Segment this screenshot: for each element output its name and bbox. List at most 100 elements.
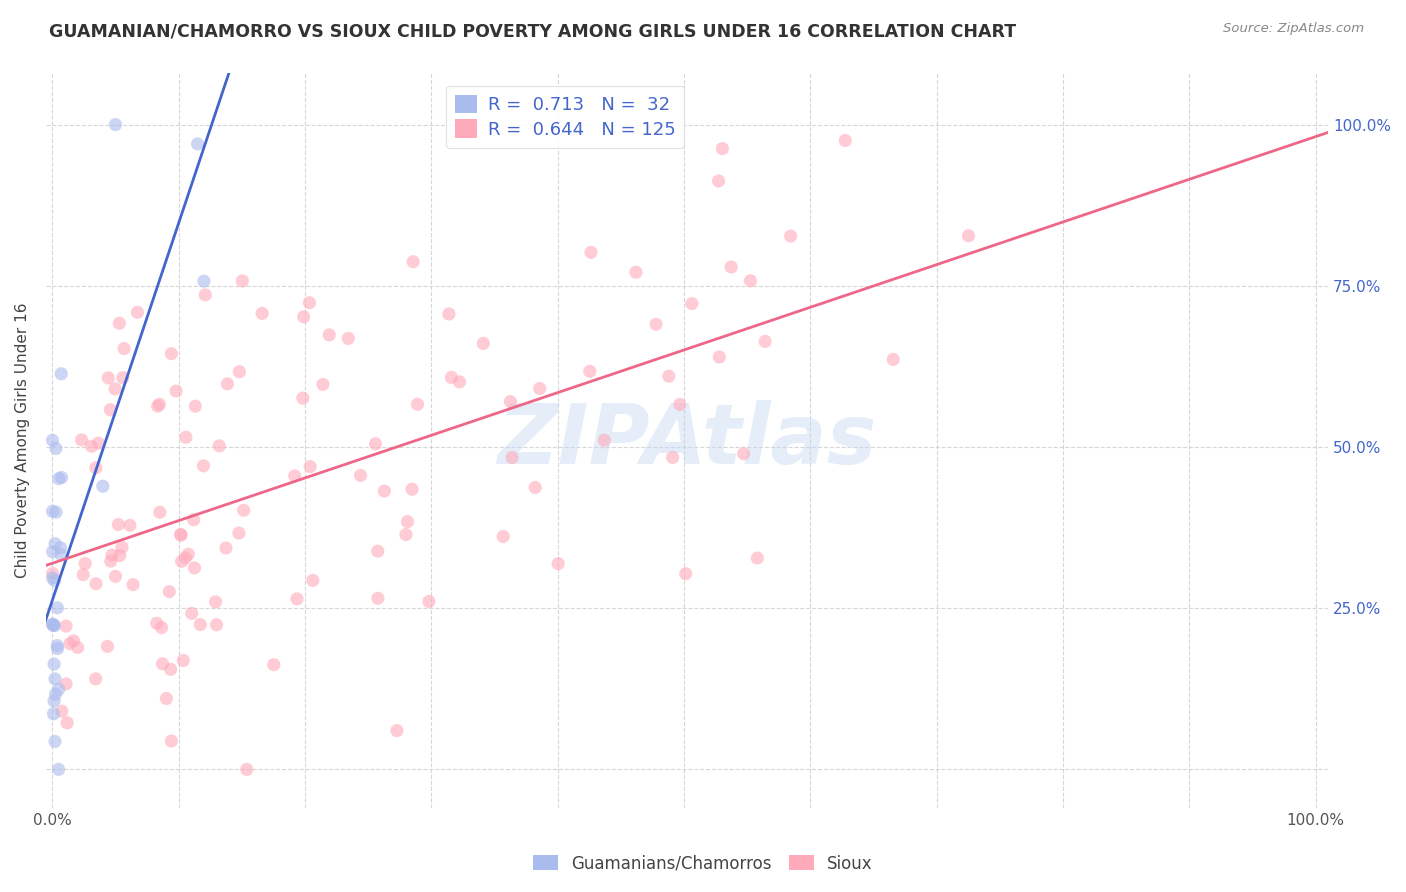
- Legend: Guamanians/Chamorros, Sioux: Guamanians/Chamorros, Sioux: [527, 848, 879, 880]
- Text: ZIPAtlas: ZIPAtlas: [498, 400, 877, 481]
- Point: [97, 371, 120, 385]
- Point: [55, 677, 77, 691]
- Point: [285, 591, 308, 606]
- Point: [183, 561, 205, 575]
- Point: [101, 548, 124, 562]
- Point: [41, 504, 63, 518]
- Point: [42, 706, 65, 721]
- Point: [41, 571, 63, 585]
- Point: [183, 513, 205, 527]
- Point: [228, 365, 250, 379]
- Point: [42, 657, 65, 672]
- Point: [472, 336, 495, 351]
- Point: [145, 616, 167, 631]
- Point: [720, 260, 742, 274]
- Point: [100, 554, 122, 568]
- Point: [44, 574, 66, 588]
- Point: [160, 734, 183, 748]
- Point: [56, 715, 79, 730]
- Point: [779, 229, 801, 244]
- Point: [62, 633, 84, 648]
- Point: [112, 342, 135, 356]
- Point: [48, 682, 70, 697]
- Point: [44, 734, 66, 748]
- Point: [318, 327, 340, 342]
- Point: [98, 402, 121, 417]
- Point: [284, 469, 307, 483]
- Point: [48, 472, 70, 486]
- Point: [675, 566, 697, 581]
- Point: [42, 617, 65, 632]
- Point: [492, 529, 515, 543]
- Point: [122, 577, 145, 591]
- Point: [449, 375, 471, 389]
- Point: [463, 118, 485, 132]
- Point: [104, 118, 127, 132]
- Point: [402, 254, 425, 268]
- Point: [624, 265, 647, 279]
- Point: [440, 370, 463, 384]
- Point: [231, 274, 253, 288]
- Point: [292, 310, 315, 324]
- Point: [709, 350, 731, 364]
- Point: [228, 526, 250, 541]
- Point: [217, 376, 239, 391]
- Point: [165, 384, 187, 398]
- Point: [44, 536, 66, 550]
- Point: [46, 600, 69, 615]
- Point: [205, 617, 228, 632]
- Point: [49, 541, 72, 555]
- Point: [236, 763, 259, 777]
- Point: [45, 442, 67, 456]
- Point: [44, 687, 66, 701]
- Point: [146, 399, 169, 413]
- Point: [42, 694, 65, 708]
- Point: [193, 458, 215, 473]
- Point: [55, 619, 77, 633]
- Point: [499, 394, 522, 409]
- Point: [45, 505, 67, 519]
- Point: [754, 334, 776, 349]
- Point: [658, 369, 681, 384]
- Point: [291, 391, 314, 405]
- Point: [157, 584, 180, 599]
- Point: [170, 528, 193, 542]
- Point: [155, 691, 177, 706]
- Point: [406, 397, 429, 411]
- Point: [80, 439, 103, 453]
- Point: [661, 450, 683, 465]
- Point: [418, 594, 440, 608]
- Point: [367, 591, 389, 606]
- Legend: R =  0.713   N =  32, R =  0.644   N = 125: R = 0.713 N = 32, R = 0.644 N = 125: [446, 86, 685, 148]
- Point: [41, 566, 63, 581]
- Text: GUAMANIAN/CHAMORRO VS SIOUX CHILD POVERTY AMONG GIRLS UNDER 16 CORRELATION CHART: GUAMANIAN/CHAMORRO VS SIOUX CHILD POVERT…: [49, 22, 1017, 40]
- Point: [49, 548, 72, 562]
- Point: [187, 136, 209, 151]
- Point: [882, 352, 904, 367]
- Point: [46, 639, 69, 653]
- Point: [84, 672, 107, 686]
- Point: [51, 367, 73, 381]
- Point: [740, 274, 762, 288]
- Point: [645, 317, 668, 331]
- Point: [48, 763, 70, 777]
- Point: [84, 460, 107, 475]
- Point: [501, 450, 523, 465]
- Point: [84, 576, 107, 591]
- Point: [579, 245, 602, 260]
- Point: [108, 549, 131, 563]
- Point: [301, 574, 323, 588]
- Point: [41, 545, 63, 559]
- Point: [59, 637, 82, 651]
- Point: [193, 274, 215, 288]
- Point: [172, 653, 194, 667]
- Point: [204, 595, 226, 609]
- Point: [44, 672, 66, 686]
- Point: [681, 296, 703, 310]
- Point: [578, 364, 600, 378]
- Point: [184, 399, 207, 413]
- Point: [373, 483, 395, 498]
- Point: [127, 305, 149, 319]
- Point: [524, 480, 547, 494]
- Point: [364, 437, 387, 451]
